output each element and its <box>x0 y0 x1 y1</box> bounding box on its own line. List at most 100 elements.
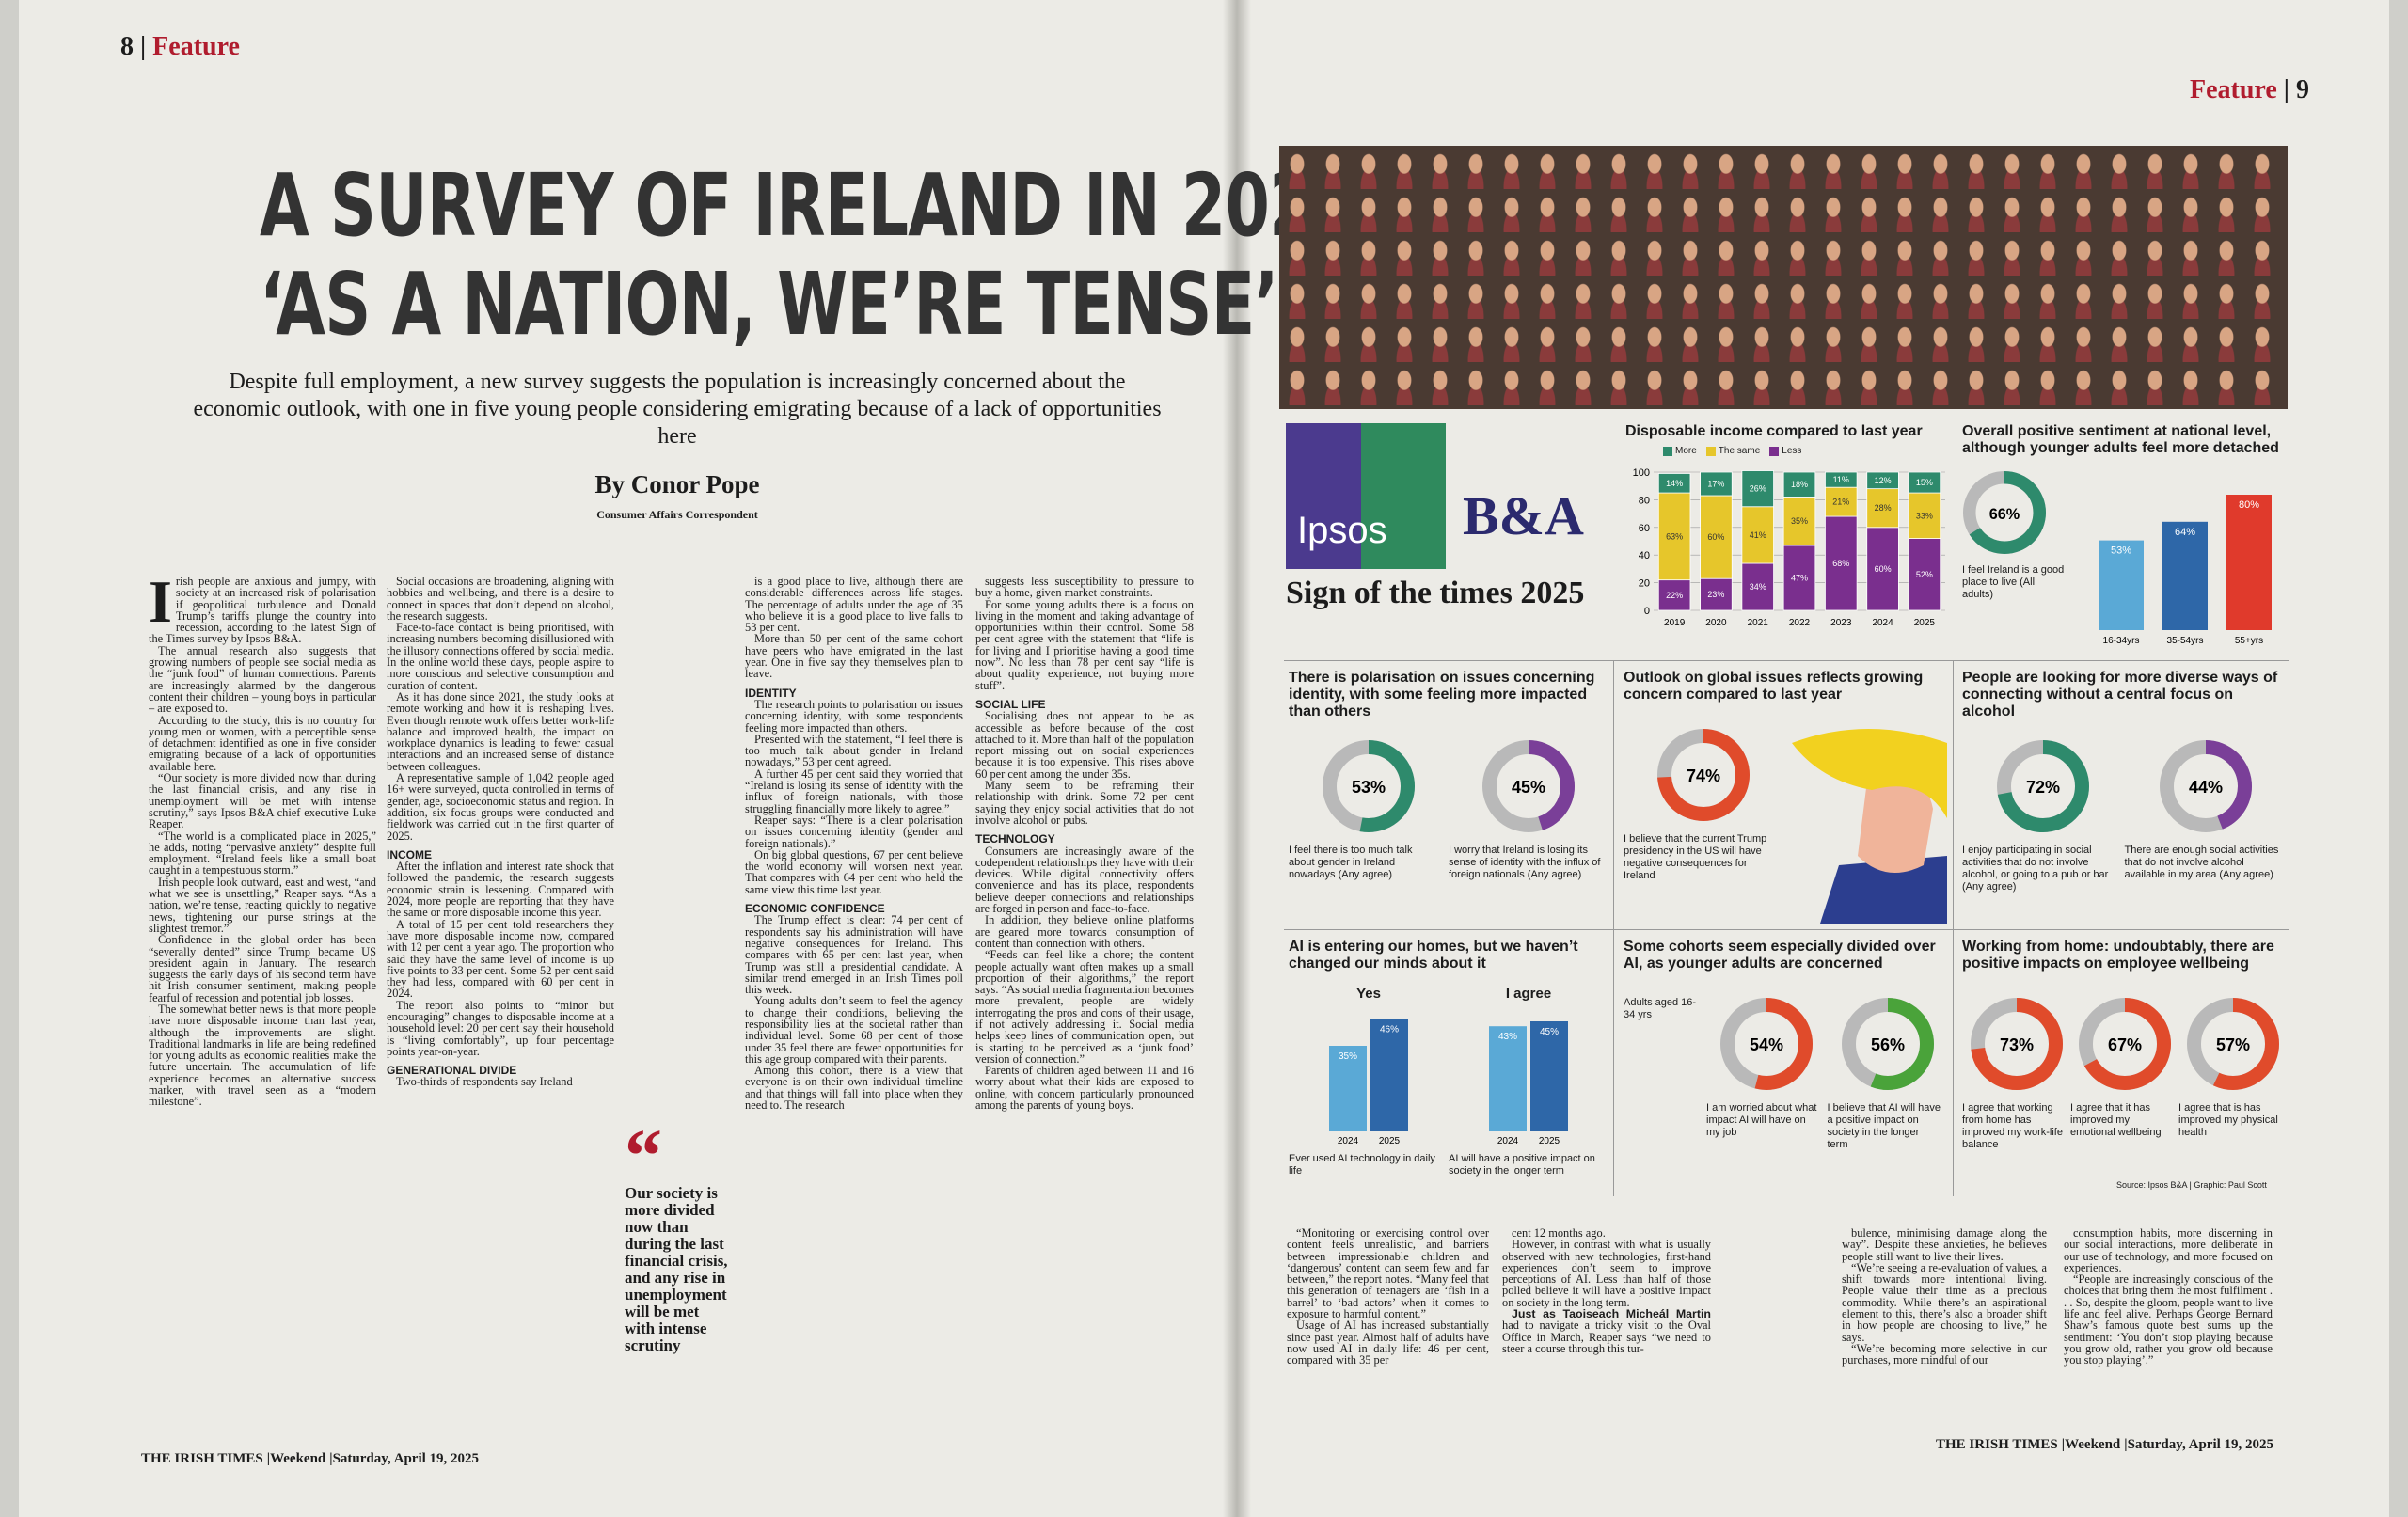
paragraph: Usage of AI has increased substantially … <box>1287 1319 1489 1367</box>
article-column: “Monitoring or exercising control over c… <box>1287 1227 1489 1430</box>
edition: Weekend <box>2065 1437 2121 1452</box>
paragraph: Social occasions are broadening, alignin… <box>387 576 614 623</box>
paragraph: Face-to-face contact is being prioritise… <box>387 621 614 692</box>
bar <box>1370 1019 1408 1131</box>
article-column: consumption habits, more discerning in o… <box>2064 1227 2273 1430</box>
paragraph: On big global questions, 67 per cent bel… <box>745 847 963 896</box>
masthead: THE IRISH TIMES <box>141 1451 263 1466</box>
subhead: TECHNOLOGY <box>975 832 1055 846</box>
donut: 73% <box>1970 998 2063 1090</box>
donut-label: 73% <box>1999 1035 2033 1054</box>
panel: There is polarisation on issues concerni… <box>1289 670 1608 924</box>
paragraph: Just as Taoiseach Micheál Martin had to … <box>1502 1308 1711 1354</box>
caption: I agree that working from home has impro… <box>1962 1102 2063 1150</box>
donut-arc <box>1997 740 2090 832</box>
paragraph: bulence, minimising damage along the way… <box>1842 1227 2047 1263</box>
date: Saturday, April 19, 2025 <box>2127 1437 2274 1452</box>
value-label: 63% <box>1666 531 1683 541</box>
subhead: INCOME <box>387 847 432 861</box>
ipsos-logo: Ipsos <box>1286 423 1446 569</box>
hair <box>1792 729 1947 818</box>
value-label: 68% <box>1832 559 1849 568</box>
page-footer: THE IRISH TIMES |Weekend |Saturday, April … <box>141 1451 480 1466</box>
edition: Weekend <box>270 1451 326 1466</box>
caption: Ever used AI technology in daily life <box>1289 1153 1435 1177</box>
divider <box>1613 660 1614 1196</box>
y-tick-label: 40 <box>1639 550 1650 561</box>
paragraph: “Our society is more divided now than du… <box>149 771 376 831</box>
bar-segment <box>1741 506 1774 564</box>
donut-label: 74% <box>1687 766 1720 785</box>
value-label: 11% <box>1833 475 1849 484</box>
section-label: Feature <box>152 32 240 61</box>
value-label: 60% <box>1875 564 1892 574</box>
pull-quote: Our society is more divided now than dur… <box>625 1184 728 1354</box>
paragraph: Irish people look outward, east and west… <box>149 875 376 935</box>
value-label: 43% <box>1498 1032 1517 1042</box>
donut-label: 54% <box>1750 1035 1783 1054</box>
paragraph: The research points to polarisation on i… <box>745 697 963 735</box>
bar-chart: 43% 2024 45% 2025 <box>1489 1021 1568 1146</box>
caption: There are enough social activities that … <box>2124 845 2279 880</box>
caption: I agree that is has improved my physical… <box>2178 1102 2278 1138</box>
value-label: 34% <box>1750 582 1766 592</box>
paragraph: Young adults don’t seem to feel the agen… <box>745 994 963 1066</box>
article-column: bulence, minimising damage along the way… <box>1842 1227 2047 1430</box>
panel: Outlook on global issues reflects growin… <box>1624 670 1948 924</box>
paragraph: Consumers are increasingly aware of the … <box>975 844 1194 916</box>
logo-shape <box>1286 423 1361 569</box>
article-column: is a good place to live, although there … <box>745 576 963 1427</box>
panel-title: Outlook on global issues reflects growin… <box>1624 670 1924 703</box>
value-label: 52% <box>1916 570 1933 579</box>
subhead: IDENTITY <box>745 686 797 700</box>
donut-arc <box>1657 729 1750 821</box>
x-tick-label: 2019 <box>1664 618 1686 628</box>
value-label: 12% <box>1875 476 1892 485</box>
donut: 54% <box>1720 998 1814 1090</box>
bar <box>1530 1021 1568 1131</box>
y-tick-label: 80 <box>1639 495 1650 506</box>
bar-segment <box>1782 471 1816 498</box>
bar-segment <box>1657 473 1691 494</box>
donut-arc <box>1963 471 2046 554</box>
chart-title: Overall positive sentiment at national l… <box>1962 423 2279 456</box>
page-folio: 8 | Feature <box>120 32 240 61</box>
donut-label: 72% <box>2026 778 2060 797</box>
panel-title: People are looking for more diverse ways… <box>1962 670 2278 719</box>
left-page <box>19 0 1232 1517</box>
divider <box>1953 660 1954 1196</box>
article-column: Irish people are anxious and jumpy, with… <box>149 576 376 1427</box>
value-label: 41% <box>1750 530 1766 540</box>
bar-segment <box>1908 492 1941 539</box>
fold-shadow <box>1223 0 1251 1517</box>
donut: 67% <box>2078 998 2171 1090</box>
article-column: suggests less susceptibility to pressure… <box>975 576 1194 1427</box>
bar <box>2162 521 2208 630</box>
paragraph: A further 45 per cent said they worried … <box>745 766 963 815</box>
group-label: I agree <box>1505 986 1552 1002</box>
article-column: cent 12 months ago. However, in contrast … <box>1502 1227 1711 1430</box>
x-tick-label: 2024 <box>1497 1136 1519 1146</box>
paragraph: Presented with the statement, “I feel th… <box>745 732 963 769</box>
bar-segment <box>1866 527 1899 611</box>
panel: Some cohorts seem especially divided ove… <box>1624 939 1948 1193</box>
donut-label: 45% <box>1512 778 1545 797</box>
legend-swatch <box>1663 446 1672 456</box>
value-label: 35% <box>1791 516 1808 526</box>
value-label: 46% <box>1380 1024 1399 1035</box>
standfirst: Despite full employment, a new survey su… <box>193 370 1162 449</box>
bar <box>1329 1046 1367 1131</box>
donut-arc <box>1841 998 1934 1090</box>
x-tick-label: 2020 <box>1705 618 1727 628</box>
legend-label: Less <box>1782 446 1802 456</box>
donut: 53% <box>1323 740 1415 832</box>
paragraph: The Trump effect is clear: 74 per cent o… <box>745 913 963 997</box>
divider <box>1284 660 2289 661</box>
divider <box>1284 929 2289 930</box>
value-label: 60% <box>1707 532 1724 542</box>
paragraph: “People are increasingly conscious of th… <box>2064 1272 2273 1367</box>
bar-segment <box>1741 470 1774 508</box>
subhead: ECONOMIC CONFIDENCE <box>745 902 885 916</box>
value-label: 14% <box>1666 479 1683 488</box>
